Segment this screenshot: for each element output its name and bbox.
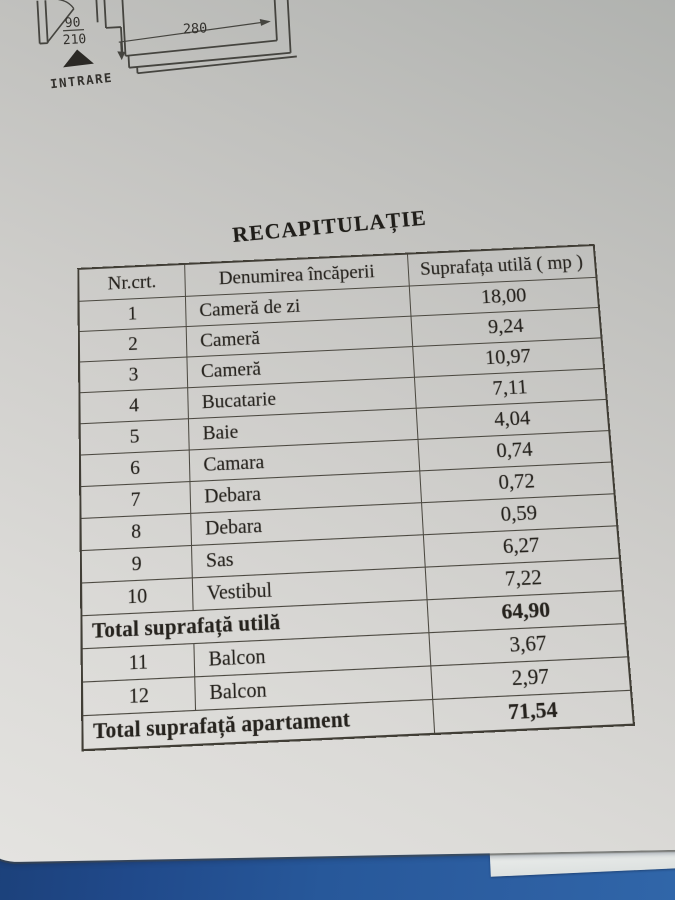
entrance-label: INTRARE (49, 70, 113, 92)
entrance-arrow-icon (62, 49, 94, 68)
recap-table: Nr.crt. Denumirea încăperii Suprafața ut… (77, 244, 635, 751)
document-paper: 90 210 INTRARE 280 (0, 0, 675, 862)
dimension-arrow-right-icon (260, 18, 271, 26)
row-number-cell: 4 (79, 388, 188, 424)
svg-text:210: 210 (62, 32, 86, 48)
row-number-cell: 12 (82, 677, 196, 716)
row-number-cell: 11 (82, 644, 195, 683)
photo-scene: 90 210 INTRARE 280 (0, 0, 675, 900)
door-dimension-label: 90 210 (62, 15, 87, 48)
row-number-cell: 2 (79, 327, 187, 362)
row-number-cell: 8 (80, 513, 191, 550)
door-swing-arc (58, 0, 74, 9)
row-number-cell: 6 (80, 450, 190, 487)
header-nr: Nr.crt. (78, 264, 185, 301)
dimension-arrow-down-icon (117, 51, 125, 60)
row-number-cell: 3 (79, 357, 188, 393)
room-dimension-label: 280 (183, 20, 208, 37)
floor-plan-fragment: 90 210 INTRARE 280 (31, 0, 309, 113)
recap-table-wrap: Nr.crt. Denumirea încăperii Suprafața ut… (77, 244, 635, 751)
row-number-cell: 7 (80, 482, 191, 519)
room-walls (96, 0, 297, 75)
document-content: 90 210 INTRARE 280 (0, 0, 675, 872)
row-number-cell: 5 (80, 419, 190, 455)
row-number-cell: 1 (79, 296, 187, 331)
row-number-cell: 10 (81, 578, 193, 616)
row-number-cell: 9 (81, 545, 193, 583)
svg-text:90: 90 (64, 15, 80, 31)
